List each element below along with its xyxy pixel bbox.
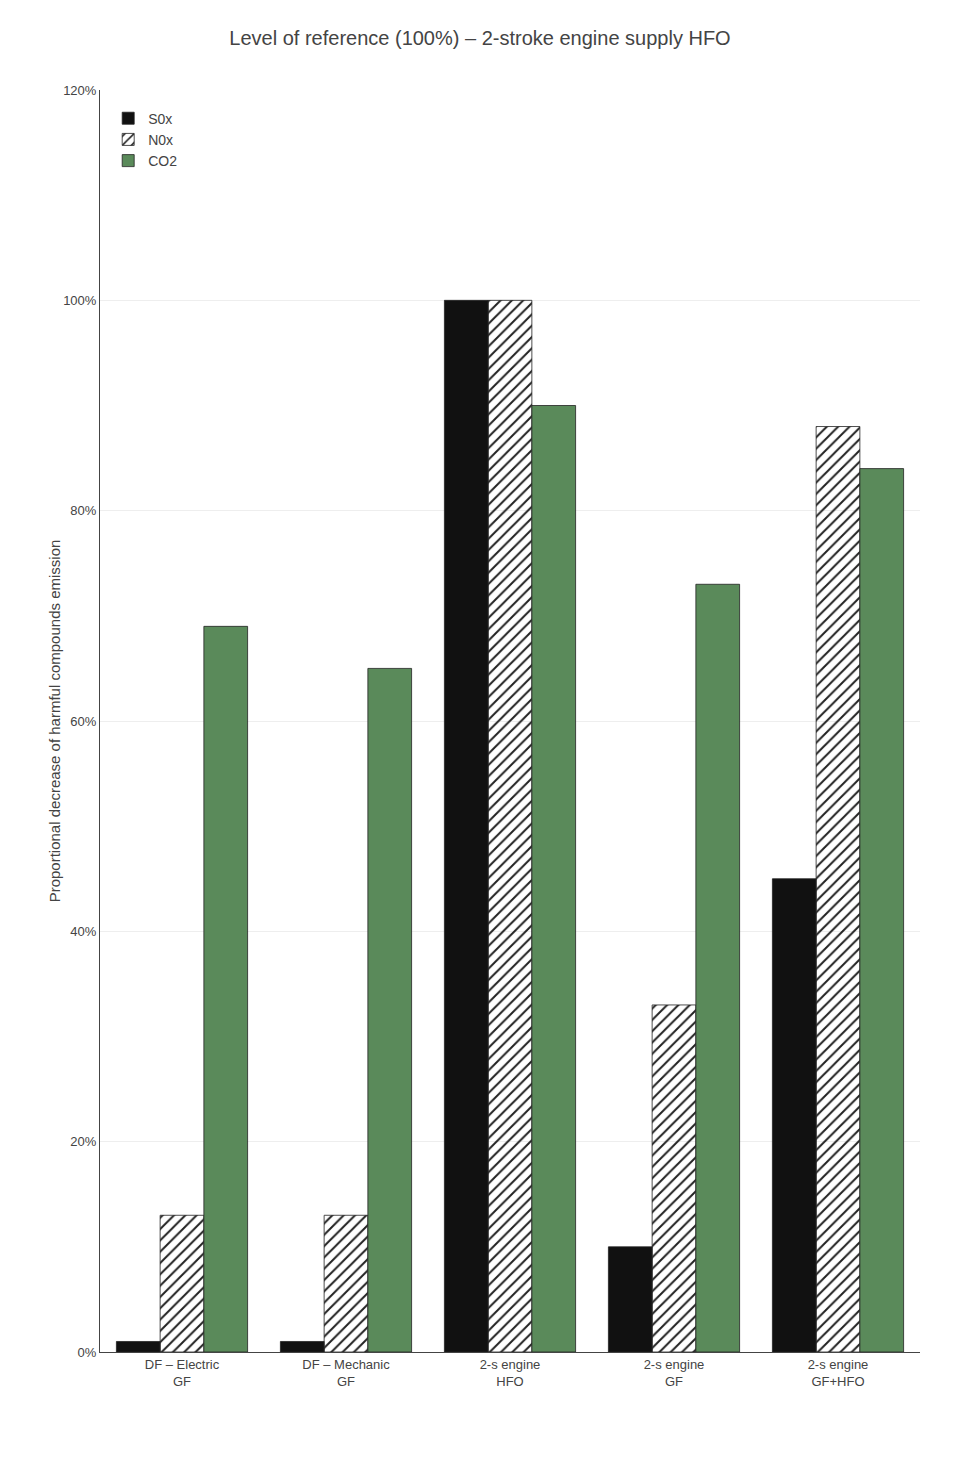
svg-text:60%: 60% [70,714,96,729]
svg-text:Level of reference (100%) – 2-: Level of reference (100%) – 2-stroke eng… [229,27,730,49]
svg-text:100%: 100% [63,293,97,308]
svg-text:120%: 120% [63,83,97,98]
svg-text:S0x: S0x [148,111,172,127]
svg-text:Proportional decrease of harmf: Proportional decrease of harmful compoun… [46,540,63,903]
svg-text:CO2: CO2 [148,153,177,169]
svg-text:40%: 40% [70,924,96,939]
svg-text:2-s engineHFO: 2-s engineHFO [480,1357,541,1389]
svg-text:2-s engineGF: 2-s engineGF [644,1357,705,1389]
svg-text:DF – ElectricGF: DF – ElectricGF [145,1357,220,1389]
svg-text:DF – MechanicGF: DF – MechanicGF [302,1357,390,1389]
svg-text:N0x: N0x [148,132,173,148]
svg-text:80%: 80% [70,503,96,518]
svg-text:2-s engineGF+HFO: 2-s engineGF+HFO [808,1357,869,1389]
svg-text:20%: 20% [70,1134,96,1149]
svg-text:0%: 0% [78,1345,97,1360]
